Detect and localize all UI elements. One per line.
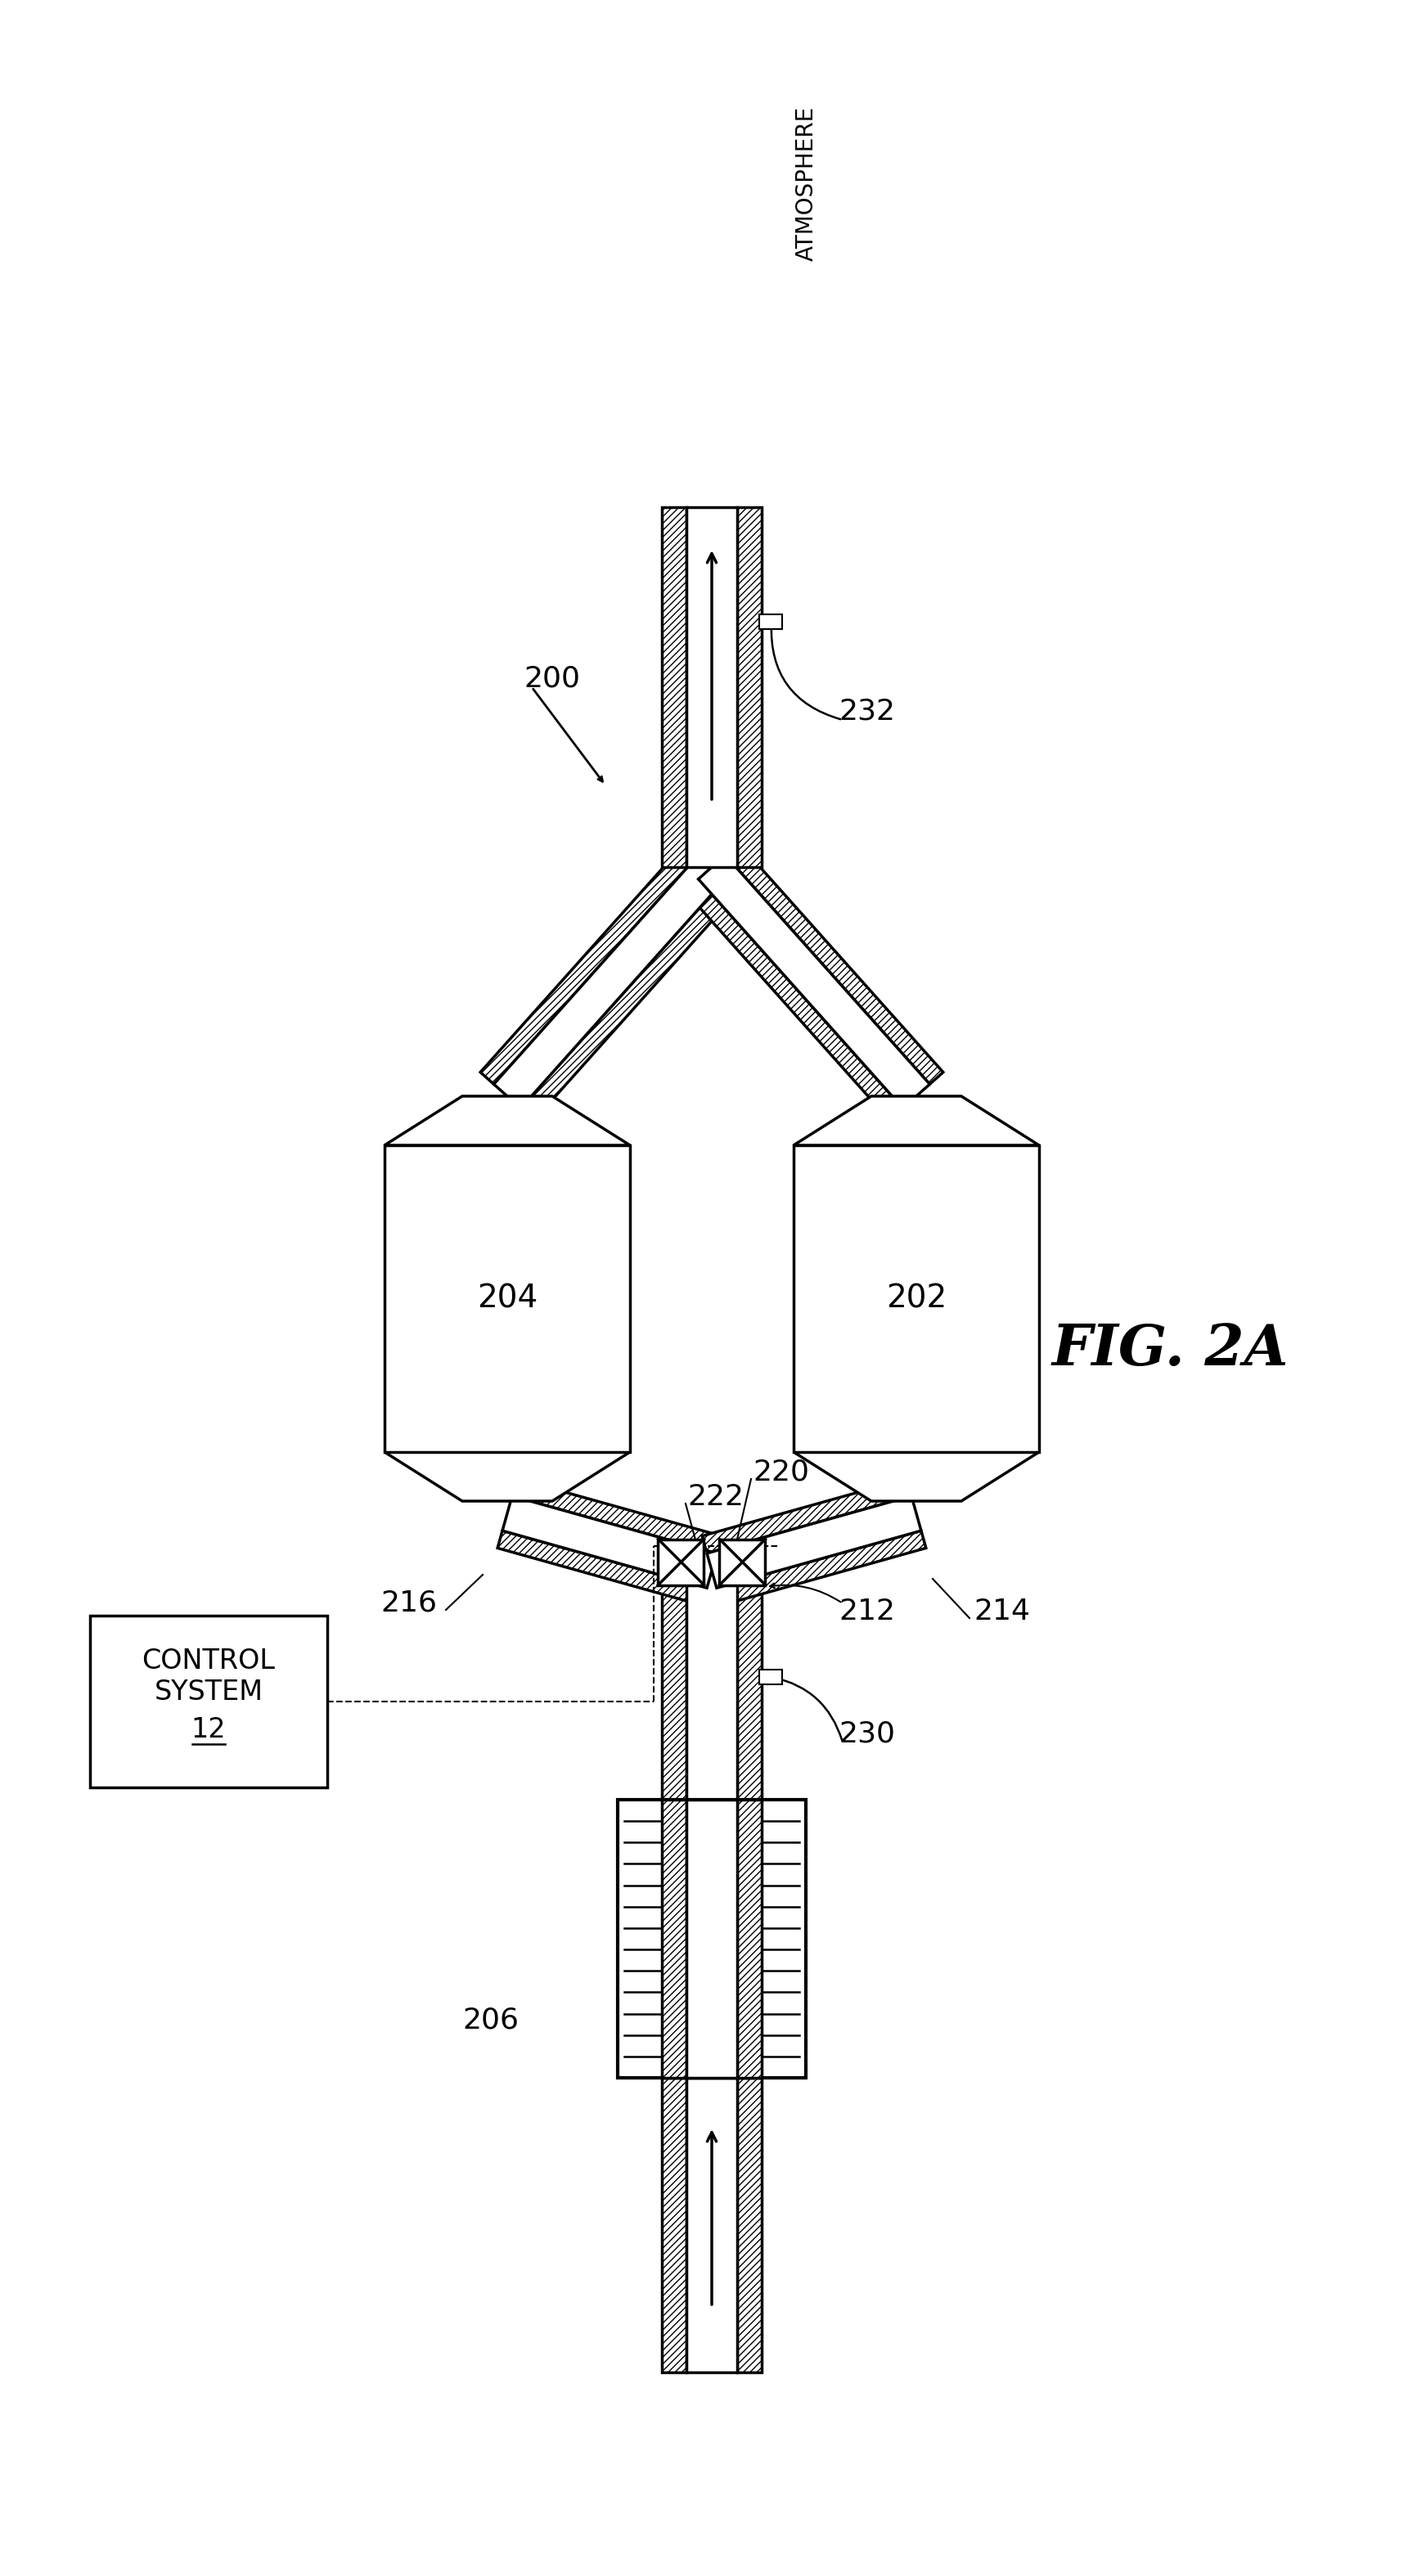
Polygon shape (512, 1479, 722, 1553)
Polygon shape (686, 1801, 737, 2079)
Text: CONTROL: CONTROL (143, 1646, 275, 1674)
Polygon shape (686, 507, 737, 868)
Bar (759, 613, 781, 629)
Text: 222: 222 (687, 1484, 744, 1512)
Polygon shape (385, 1097, 630, 1146)
Text: SYSTEM: SYSTEM (154, 1677, 262, 1705)
Polygon shape (686, 1571, 737, 1801)
Polygon shape (662, 507, 686, 868)
Polygon shape (385, 1453, 630, 1502)
Polygon shape (684, 878, 903, 1121)
Bar (617, 1801, 806, 2079)
Text: 232: 232 (838, 698, 896, 726)
Polygon shape (662, 1801, 686, 2079)
Text: 220: 220 (753, 1458, 809, 1486)
Text: FIG. 2A: FIG. 2A (1051, 1321, 1288, 1378)
Polygon shape (737, 1571, 761, 1801)
Bar (794, 1146, 1040, 1453)
Text: 230: 230 (838, 1721, 896, 1749)
Text: 216: 216 (381, 1589, 436, 1618)
Polygon shape (498, 1530, 707, 1605)
Polygon shape (707, 1497, 921, 1587)
Text: 214: 214 (974, 1597, 1030, 1625)
Text: 204: 204 (476, 1283, 538, 1314)
Bar (720, 1538, 766, 1584)
Polygon shape (481, 842, 699, 1084)
Polygon shape (737, 1801, 761, 2079)
Polygon shape (686, 2079, 737, 2372)
Text: 200: 200 (523, 665, 580, 693)
Text: 202: 202 (886, 1283, 947, 1314)
Polygon shape (520, 878, 739, 1121)
Polygon shape (794, 1097, 1040, 1146)
Text: 206: 206 (462, 2007, 519, 2035)
Polygon shape (702, 1479, 911, 1553)
Text: ATMOSPHERE: ATMOSPHERE (796, 106, 819, 260)
Polygon shape (737, 507, 761, 868)
Bar (90, 1615, 327, 1788)
Polygon shape (502, 1497, 717, 1587)
Bar (659, 1538, 704, 1584)
Bar (385, 1146, 630, 1453)
Polygon shape (717, 1530, 925, 1605)
Polygon shape (726, 842, 943, 1084)
Polygon shape (699, 855, 930, 1108)
Text: 212: 212 (838, 1597, 896, 1625)
Polygon shape (662, 1571, 686, 1801)
Polygon shape (737, 2079, 761, 2372)
Polygon shape (662, 2079, 686, 2372)
Polygon shape (794, 1453, 1040, 1502)
Text: 12: 12 (191, 1716, 227, 1744)
Bar (759, 1669, 781, 1685)
Polygon shape (493, 855, 726, 1108)
